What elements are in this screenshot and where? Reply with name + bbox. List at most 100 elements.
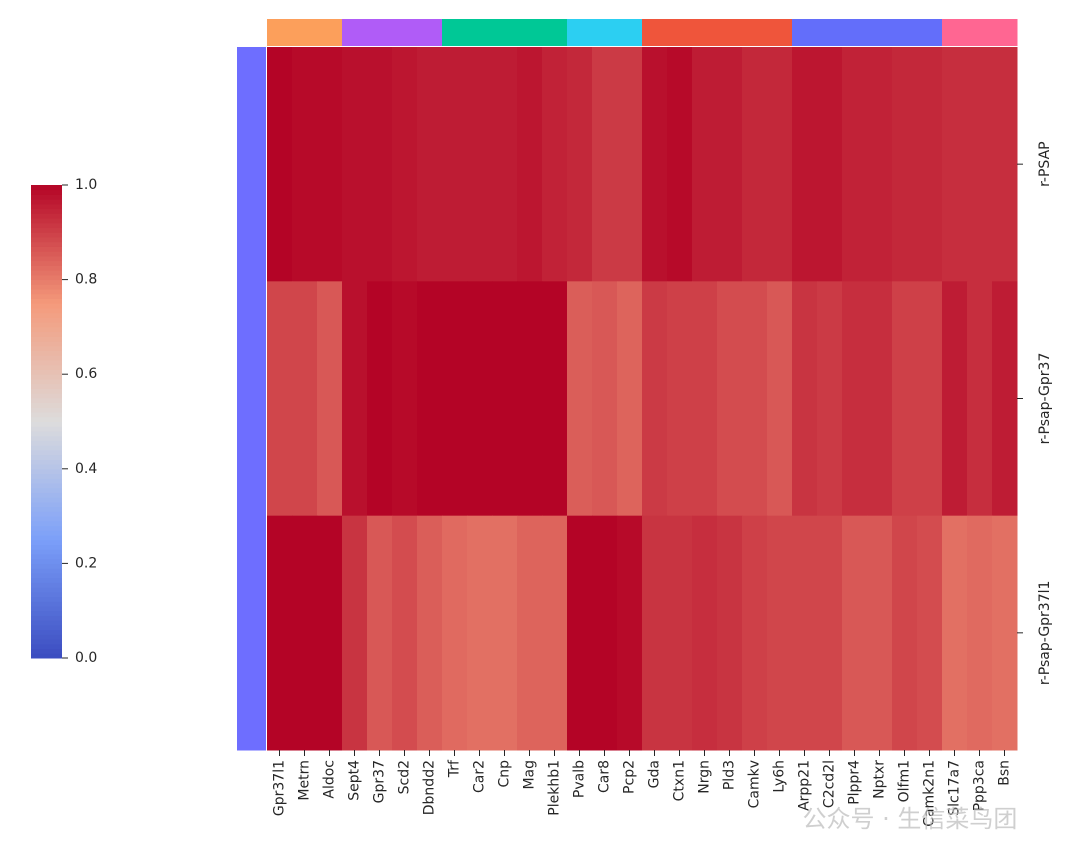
x-tick-label: Pld3 [722,760,738,790]
colorbar-segment [31,648,62,654]
cell [667,515,693,751]
colorbar-segment [31,605,62,612]
cell [292,515,318,751]
column-color [617,19,643,46]
colorbar-segment [31,360,62,366]
cell [942,47,968,282]
heatmap: Gpr37l1 Metrn Aldoc Sept4 Gpr37 Scd2 Dbndd2 Trf… [31,19,1053,827]
colorbar-tick-label: 0.8 [75,272,97,288]
colorbar-segment [31,430,62,437]
colorbar-segment [31,293,62,300]
colorbar-segment [31,449,62,456]
column-color [917,19,943,46]
colorbar-segment [31,251,62,257]
cell [892,515,918,751]
colorbar-segment [31,265,62,271]
cell [992,47,1018,282]
cell [567,47,593,282]
cell [617,281,643,517]
x-tick-label: Ppp3ca [972,760,988,811]
cell [592,47,618,282]
cell [292,47,318,282]
colorbar-segment [31,482,62,489]
colorbar-segment [31,369,62,375]
column-color [967,19,993,46]
colorbar-segment [31,563,62,569]
colorbar-segment [31,568,62,574]
cell [517,515,543,751]
x-tick-label: Gda [647,760,663,788]
colorbar-segment [31,416,62,422]
cell [642,281,668,517]
cell [492,47,518,282]
colorbar-tick-label: 0.2 [75,555,97,571]
column-color [892,19,918,46]
x-tick-label: Ctxn1 [672,760,688,801]
colorbar-segment [31,454,62,460]
colorbar-tick-label: 0.4 [75,461,97,477]
column-color [292,19,318,46]
column-color [417,19,443,46]
colorbar-segment [31,222,62,229]
colorbar-segment [31,199,62,205]
cell [342,281,368,517]
colorbar-segment [31,237,62,243]
cell [867,281,893,517]
colorbar-tick-label: 1.0 [75,177,97,193]
cell [542,47,568,282]
cell [442,515,468,751]
column-color [367,19,393,46]
x-tick-label: Car2 [472,760,488,793]
x-tick-label: Dbndd2 [422,760,438,815]
colorbar-segment [31,445,62,451]
colorbar-segment [31,544,62,550]
column-color [567,19,593,46]
cell [917,281,943,517]
colorbar-segment [31,539,62,545]
colorbar-segment [31,624,62,631]
colorbar-segment [31,350,62,356]
x-tick-label: Trf [447,759,463,778]
colorbar-segment [31,582,62,588]
cell [317,281,343,517]
colorbar-segment [31,383,62,389]
cell [742,515,768,751]
column-color [817,19,843,46]
colorbar-segment [31,407,62,413]
colorbar-segment [31,530,62,536]
cell [567,515,593,751]
colorbar-segment [31,549,62,555]
cell [592,281,618,517]
x-tick-label: Mag [522,760,538,790]
column-color [392,19,418,46]
cell [342,515,368,751]
cell [667,47,693,282]
x-tick-label: C2cd2l [822,760,838,808]
row-color [237,515,266,751]
cell [717,47,743,282]
x-tick-label: Gpr37l1 [272,760,288,816]
colorbar-segment [31,298,62,304]
column-color [442,19,468,46]
cell [742,47,768,282]
colorbar-segment [31,591,62,598]
cell [417,281,443,517]
colorbar-segment [31,520,62,527]
x-tick-label: Aldoc [322,760,338,799]
cell [717,281,743,517]
cell [817,515,843,751]
cell [517,281,543,517]
column-color [667,19,693,46]
colorbar-segment [31,577,62,583]
cell [367,515,393,751]
x-tick-label: Camk2n1 [922,760,938,827]
colorbar-segment [31,601,62,607]
column-color [342,19,368,46]
cell [817,281,843,517]
cell [892,47,918,282]
colorbar-segment [31,558,62,564]
colorbar-segment [31,312,62,318]
colorbar-segment [31,289,62,295]
cell [692,515,718,751]
colorbar-segment [31,473,62,479]
